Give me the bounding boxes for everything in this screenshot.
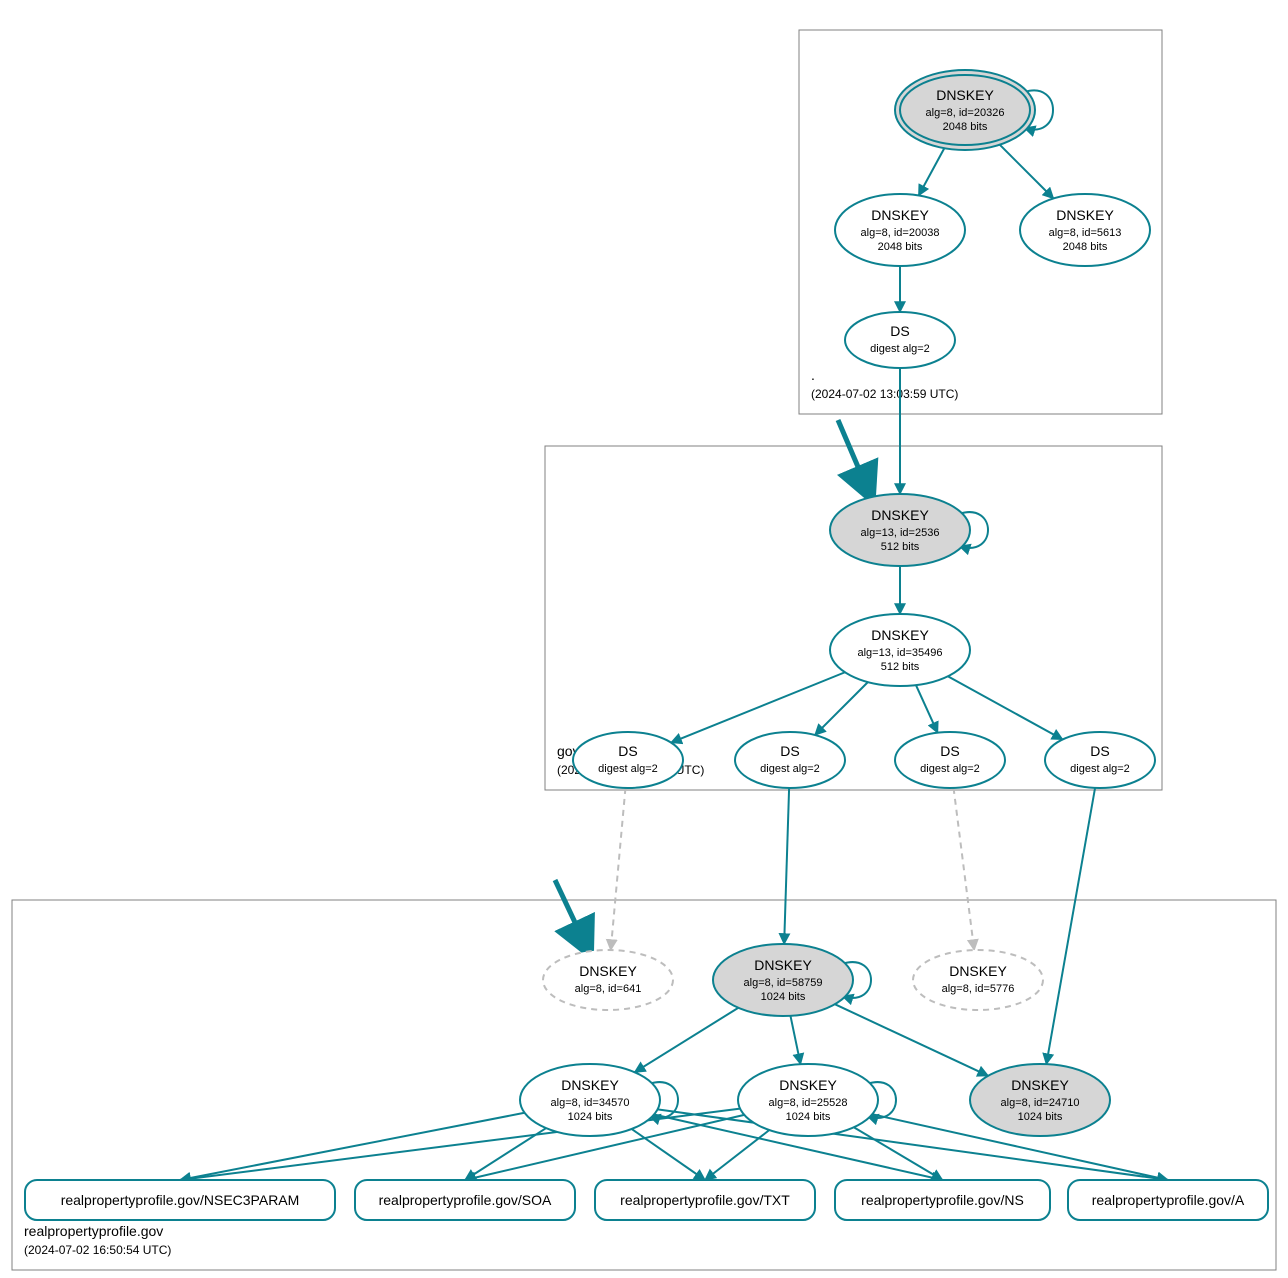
node-line2: alg=8, id=641	[575, 983, 642, 995]
node-title: DNSKEY	[871, 627, 929, 643]
edge	[815, 682, 868, 735]
node-line3: 2048 bits	[878, 241, 923, 253]
node-r_ksk: DNSKEY alg=8, id=20326 2048 bits	[895, 70, 1035, 150]
node-title: DS	[940, 743, 959, 759]
node-g_ds3: DS digest alg=2	[895, 732, 1005, 788]
rr_ns: realpropertyprofile.gov/NS	[835, 1180, 1050, 1220]
edge	[1046, 788, 1095, 1064]
node-line2: alg=8, id=20326	[926, 107, 1005, 119]
node-title: DNSKEY	[871, 507, 929, 523]
rr_a: realpropertyprofile.gov/A	[1068, 1180, 1268, 1220]
node-line3: 1024 bits	[1018, 1111, 1063, 1123]
node-r_zsk2: DNSKEY alg=8, id=5613 2048 bits	[1020, 194, 1150, 266]
rrset-label: realpropertyprofile.gov/A	[1092, 1192, 1245, 1208]
node-title: DNSKEY	[949, 963, 1007, 979]
edge-rrset	[632, 1129, 705, 1180]
node-line3: 2048 bits	[1063, 241, 1108, 253]
node-line2: digest alg=2	[870, 343, 930, 355]
node-title: DNSKEY	[936, 87, 994, 103]
node-g_ksk: DNSKEY alg=13, id=2536 512 bits	[830, 494, 970, 566]
node-line2: digest alg=2	[1070, 763, 1130, 775]
node-line2: alg=8, id=58759	[744, 977, 823, 989]
edge	[611, 788, 626, 950]
edge-rrset	[180, 1109, 740, 1180]
node-line3: 512 bits	[881, 541, 920, 553]
node-line2: alg=8, id=34570	[551, 1097, 630, 1109]
node-title: DNSKEY	[579, 963, 637, 979]
node-g_ds2: DS digest alg=2	[735, 732, 845, 788]
node-title: DS	[618, 743, 637, 759]
rr_nsec3: realpropertyprofile.gov/NSEC3PARAM	[25, 1180, 335, 1220]
edge-rrset	[180, 1113, 525, 1180]
node-line2: alg=8, id=5613	[1049, 227, 1122, 239]
edge-rrset	[854, 1127, 943, 1180]
node-p_k5776: DNSKEY alg=8, id=5776	[913, 950, 1043, 1010]
edge	[919, 148, 945, 195]
node-title: DNSKEY	[754, 957, 812, 973]
node-line2: digest alg=2	[760, 763, 820, 775]
edge	[948, 676, 1063, 739]
edge	[916, 685, 938, 733]
node-line2: digest alg=2	[920, 763, 980, 775]
rr_soa: realpropertyprofile.gov/SOA	[355, 1180, 575, 1220]
node-line2: alg=8, id=20038	[861, 227, 940, 239]
node-line2: alg=13, id=2536	[861, 527, 940, 539]
node-title: DNSKEY	[561, 1077, 619, 1093]
edge-layer	[180, 90, 1168, 1180]
node-title: DNSKEY	[871, 207, 929, 223]
node-line3: 512 bits	[881, 661, 920, 673]
node-line2: alg=13, id=35496	[857, 647, 942, 659]
node-line3: 1024 bits	[568, 1111, 613, 1123]
node-line2: digest alg=2	[598, 763, 658, 775]
dnssec-graph: .(2024-07-02 13:03:59 UTC)gov(2024-07-02…	[0, 0, 1288, 1278]
zone-label-rpp: realpropertyprofile.gov	[24, 1223, 163, 1239]
node-p_k641: DNSKEY alg=8, id=641	[543, 950, 673, 1010]
rr_txt: realpropertyprofile.gov/TXT	[595, 1180, 815, 1220]
node-title: DS	[890, 323, 909, 339]
node-title: DS	[1090, 743, 1109, 759]
edge	[784, 788, 789, 944]
node-g_ds1: DS digest alg=2	[573, 732, 683, 788]
zone-timestamp-root: (2024-07-02 13:03:59 UTC)	[811, 387, 958, 401]
edge	[835, 1004, 988, 1076]
node-title: DNSKEY	[779, 1077, 837, 1093]
node-line2: alg=8, id=24710	[1001, 1097, 1080, 1109]
edge	[954, 788, 975, 950]
node-p_z34570: DNSKEY alg=8, id=34570 1024 bits	[520, 1064, 660, 1136]
edge-rrset	[705, 1130, 769, 1180]
node-title: DS	[780, 743, 799, 759]
node-p_z25528: DNSKEY alg=8, id=25528 1024 bits	[738, 1064, 878, 1136]
edge	[790, 1016, 800, 1064]
node-line3: 2048 bits	[943, 121, 988, 133]
node-g_ds4: DS digest alg=2	[1045, 732, 1155, 788]
node-layer: DNSKEY alg=8, id=20326 2048 bits DNSKEY alg=…	[25, 70, 1268, 1220]
edge	[1000, 145, 1054, 199]
node-title: DNSKEY	[1056, 207, 1114, 223]
zone-timestamp-rpp: (2024-07-02 16:50:54 UTC)	[24, 1243, 171, 1257]
node-line3: 1024 bits	[786, 1111, 831, 1123]
node-line2: alg=8, id=5776	[942, 983, 1015, 995]
rrset-label: realpropertyprofile.gov/SOA	[379, 1192, 552, 1208]
node-r_zsk1: DNSKEY alg=8, id=20038 2048 bits	[835, 194, 965, 266]
node-g_zsk: DNSKEY alg=13, id=35496 512 bits	[830, 614, 970, 686]
zone-label-root: .	[811, 367, 815, 383]
zone-hop-arrow	[555, 880, 588, 950]
rrset-label: realpropertyprofile.gov/NSEC3PARAM	[61, 1192, 300, 1208]
node-line2: alg=8, id=25528	[769, 1097, 848, 1109]
edge	[635, 1008, 739, 1073]
zone-hop-arrow	[838, 420, 870, 495]
node-p_z24710: DNSKEY alg=8, id=24710 1024 bits	[970, 1064, 1110, 1136]
rrset-label: realpropertyprofile.gov/TXT	[620, 1192, 790, 1208]
node-line3: 1024 bits	[761, 991, 806, 1003]
node-title: DNSKEY	[1011, 1077, 1069, 1093]
node-p_ksk: DNSKEY alg=8, id=58759 1024 bits	[713, 944, 853, 1016]
node-r_ds: DS digest alg=2	[845, 312, 955, 368]
rrset-label: realpropertyprofile.gov/NS	[861, 1192, 1024, 1208]
